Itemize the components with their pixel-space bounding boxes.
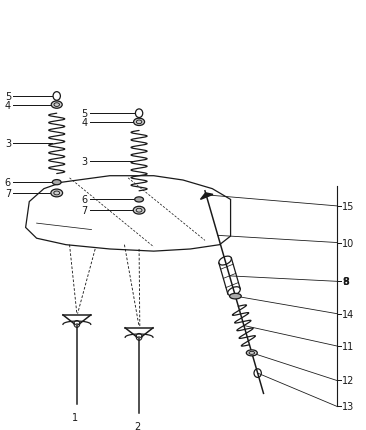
Ellipse shape: [133, 207, 145, 215]
Ellipse shape: [51, 101, 62, 109]
Text: 2: 2: [134, 421, 141, 430]
Text: 7: 7: [5, 188, 11, 199]
Ellipse shape: [51, 190, 63, 197]
Text: 8: 8: [342, 276, 349, 287]
Text: 3: 3: [5, 139, 11, 149]
Ellipse shape: [246, 350, 257, 356]
Ellipse shape: [134, 119, 145, 126]
Ellipse shape: [229, 294, 241, 299]
Text: 15: 15: [342, 201, 355, 212]
Text: 1: 1: [72, 412, 78, 422]
Text: 10: 10: [342, 238, 354, 248]
Text: 6: 6: [5, 178, 11, 188]
Text: 12: 12: [342, 375, 355, 386]
Ellipse shape: [135, 197, 143, 203]
Text: 7: 7: [82, 206, 88, 216]
Text: 5: 5: [5, 92, 11, 102]
Text: 4: 4: [5, 100, 11, 111]
Text: 5: 5: [82, 109, 88, 119]
Polygon shape: [201, 194, 213, 200]
Text: 3: 3: [82, 156, 88, 166]
Text: 4: 4: [82, 117, 88, 128]
Text: 13: 13: [342, 401, 354, 412]
Ellipse shape: [52, 180, 61, 185]
Text: 14: 14: [342, 309, 354, 319]
Text: 11: 11: [342, 341, 354, 351]
Text: 9: 9: [342, 276, 348, 287]
Text: 6: 6: [82, 195, 88, 205]
